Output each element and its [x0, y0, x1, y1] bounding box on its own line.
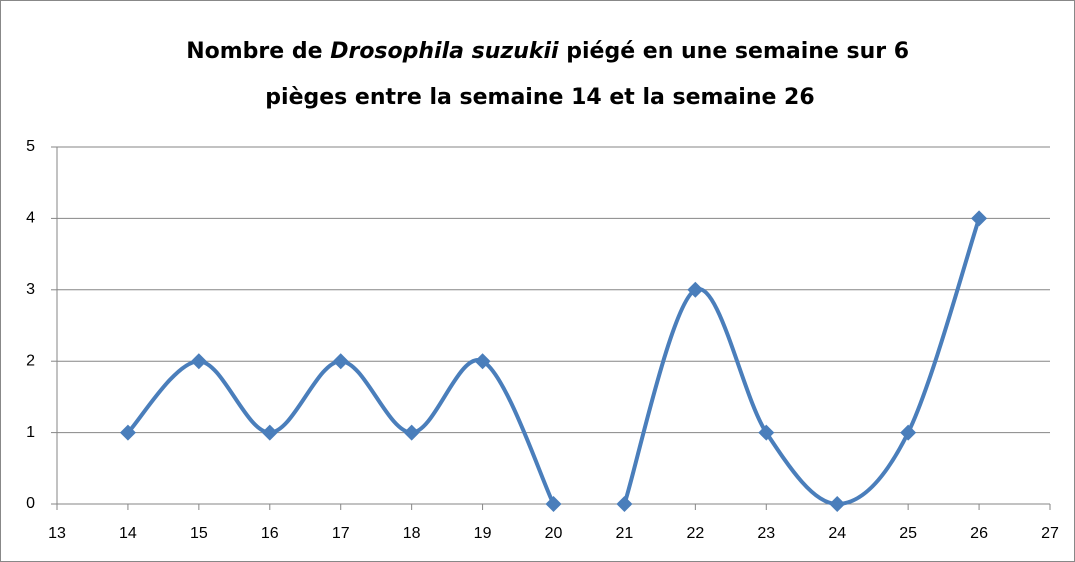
marker	[971, 210, 988, 227]
marker	[332, 353, 349, 370]
title-part: Nombre de	[186, 39, 330, 64]
x-tick-label: 26	[970, 525, 988, 542]
y-tick-label: 3	[26, 281, 35, 298]
marker	[261, 424, 278, 441]
marker	[829, 496, 846, 512]
x-tick-label: 22	[686, 525, 704, 542]
x-tick-label: 27	[1041, 525, 1059, 542]
x-tick-label: 25	[899, 525, 917, 542]
marker	[900, 424, 917, 441]
x-tick-label: 23	[757, 525, 775, 542]
title-part: piégé en une semaine sur 6	[559, 39, 910, 64]
x-tick-label: 20	[545, 525, 563, 542]
y-tick-label: 0	[26, 495, 35, 512]
marker	[687, 281, 704, 298]
x-tick-label: 13	[48, 525, 66, 542]
x-tick-label: 17	[332, 525, 350, 542]
series-line	[622, 217, 981, 507]
marker	[545, 496, 562, 512]
marker	[616, 496, 633, 512]
x-tick-label: 19	[474, 525, 492, 542]
marker	[119, 424, 136, 441]
x-tick-label: 24	[828, 525, 846, 542]
marker	[758, 424, 775, 441]
marker	[403, 424, 420, 441]
y-tick-label: 4	[26, 210, 35, 227]
x-tick-label: 14	[119, 525, 137, 542]
y-tick-label: 1	[26, 424, 35, 441]
x-tick-label: 18	[403, 525, 421, 542]
x-tick-label: 21	[616, 525, 634, 542]
x-tick-label: 16	[261, 525, 279, 542]
chart-title: Nombre de Drosophila suzukii piégé en un…	[148, 39, 932, 64]
chart-title: pièges entre la semaine 14 et la semaine…	[265, 85, 814, 110]
y-tick-label: 5	[26, 138, 35, 155]
y-tick-label: 2	[26, 352, 35, 369]
marker	[474, 353, 491, 370]
x-tick-label: 15	[190, 525, 208, 542]
marker	[190, 353, 207, 370]
title-part: Drosophila suzukii	[330, 39, 559, 64]
